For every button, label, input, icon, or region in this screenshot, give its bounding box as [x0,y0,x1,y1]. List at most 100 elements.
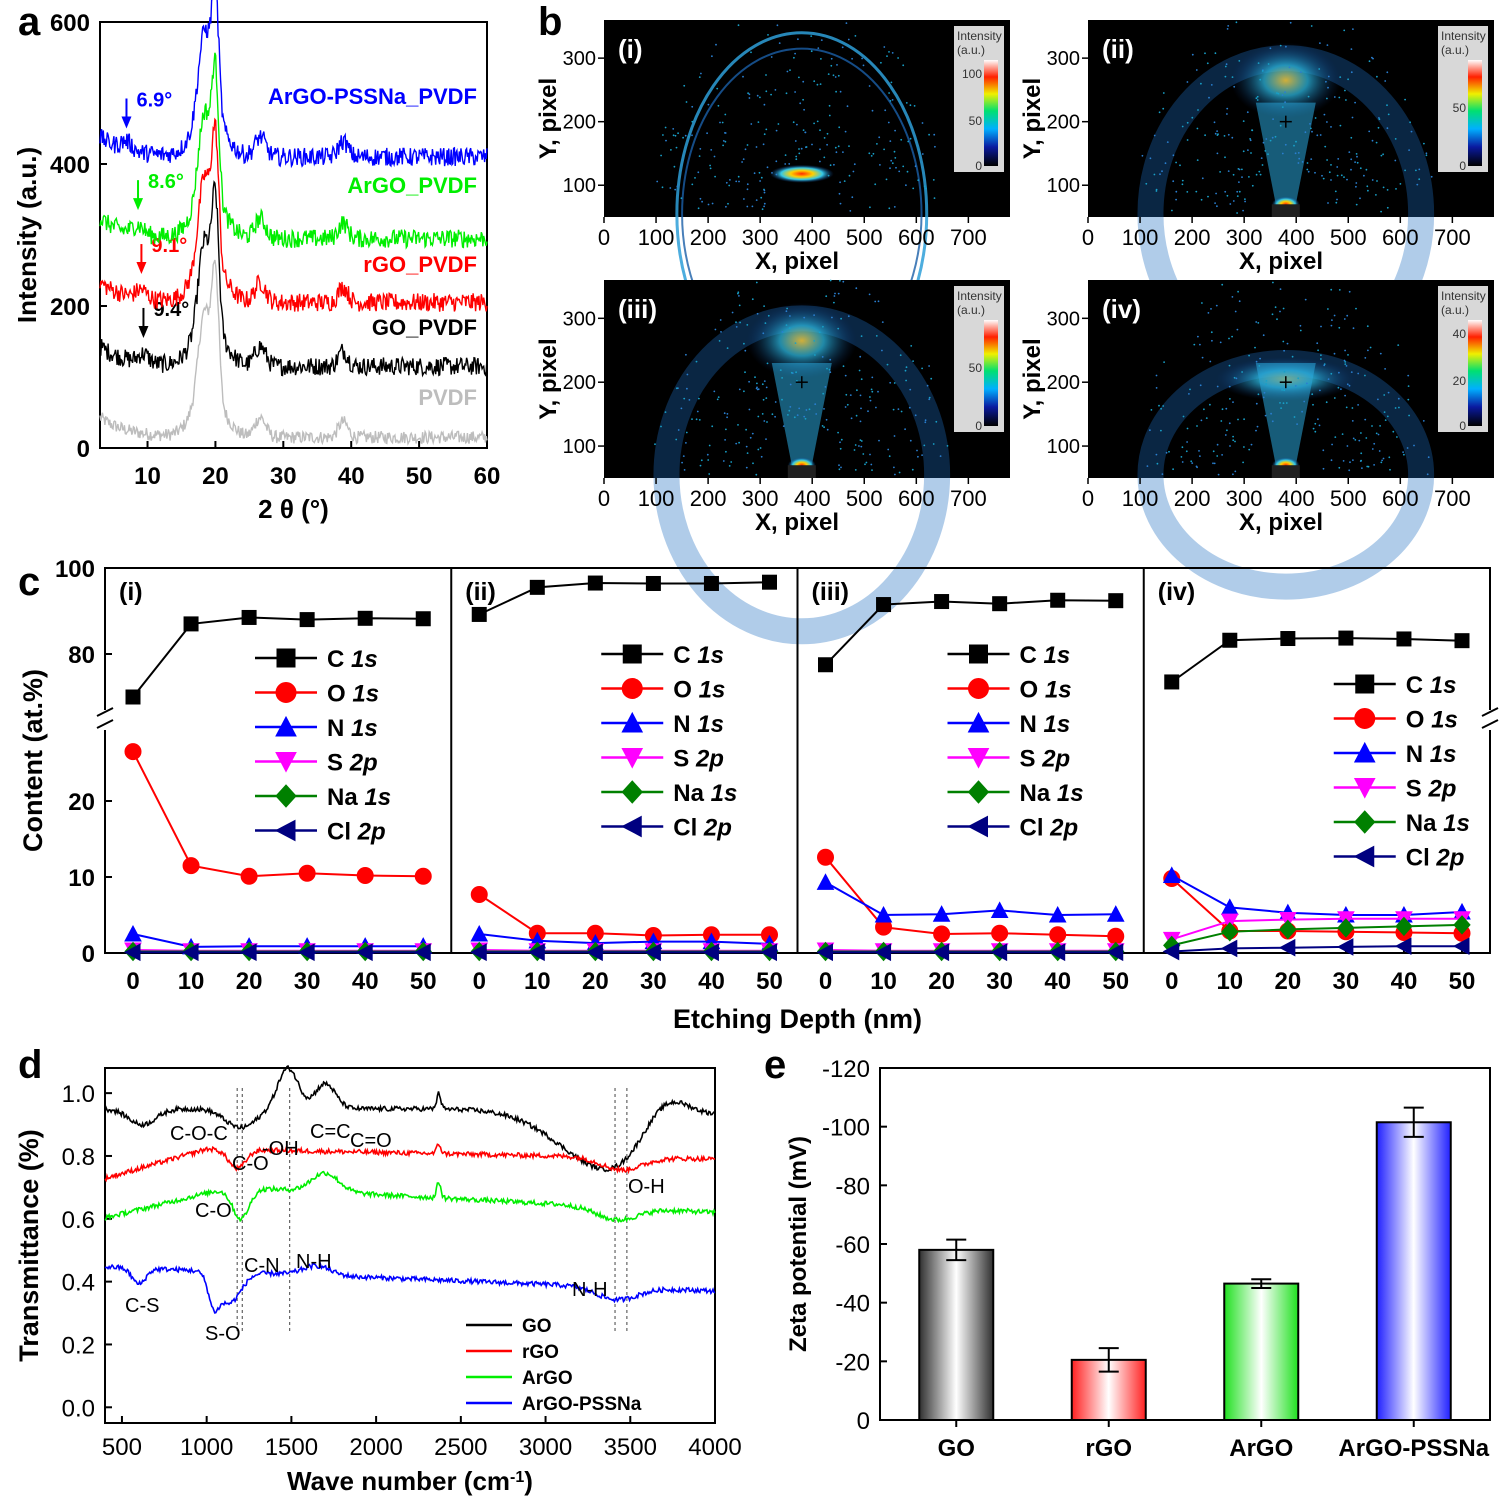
noise-dot [1235,377,1238,380]
noise-dot [677,132,679,135]
noise-dot [1203,408,1205,411]
noise-dot [1145,182,1148,185]
noise-dot [904,428,906,431]
noise-dot [1155,387,1158,389]
noise-dot [1410,130,1413,133]
noise-dot [1232,439,1235,442]
noise-dot [912,360,914,362]
noise-dot [781,331,784,333]
noise-dot [1211,339,1213,342]
peak-annotation: C-O [232,1153,269,1175]
x-axis-label-end: ) [524,1466,533,1496]
noise-dot [719,121,721,124]
noise-dot [1363,174,1365,177]
noise-dot [774,401,777,403]
noise-dot [701,200,703,203]
noise-dot [763,191,766,194]
noise-dot [1255,173,1258,176]
data-point-C [762,574,777,590]
noise-dot [1185,450,1188,453]
noise-dot [946,445,949,447]
noise-dot [810,50,813,53]
noise-dot [1186,427,1189,430]
noise-dot [933,133,936,136]
bar-ArGO [1223,1282,1300,1421]
noise-dot [745,428,747,431]
noise-dot [1338,96,1341,99]
noise-dot [685,101,688,103]
noise-dot [1219,171,1221,173]
noise-dot [1258,365,1261,367]
noise-dot [802,129,805,132]
noise-dot [1258,170,1261,173]
noise-dot [1162,107,1165,110]
noise-dot [835,90,837,93]
noise-dot [826,132,829,135]
noise-dot [1255,360,1258,363]
noise-dot [1241,168,1243,171]
noise-dot [1399,183,1402,185]
axis-break-mark [96,707,114,717]
noise-dot [1242,209,1244,212]
noise-dot [1227,133,1230,136]
legend-label: ArGO-PSSNa [522,1394,642,1415]
colorbar-unit: (a.u.) [957,303,985,317]
noise-dot [700,72,702,75]
series-line-C [478,581,770,616]
noise-dot [839,202,842,205]
noise-dot [1343,359,1346,362]
data-point-C [587,575,603,591]
noise-dot [910,345,913,347]
noise-dot [818,331,821,334]
noise-dot [1279,310,1281,313]
noise-dot [1216,385,1219,388]
noise-dot [1295,140,1297,143]
noise-dot [699,197,702,200]
noise-dot [1344,361,1347,363]
colorbar-title: Intensity [1441,289,1486,303]
ftir-line-rGO [104,1143,716,1183]
noise-dot [1186,441,1188,443]
noise-dot [786,70,789,73]
noise-dot [695,360,698,363]
noise-dot [907,140,910,143]
annotation-arrow-head [121,116,132,129]
noise-dot [726,413,729,415]
noise-dot [1408,414,1410,417]
noise-dot [844,374,847,377]
noise-dot [1216,455,1219,457]
noise-dot [1243,446,1245,448]
x-tick-label: 20 [1274,968,1301,995]
noise-dot [831,316,833,319]
noise-dot [1359,197,1361,200]
y-tick-label: 100 [563,436,596,458]
noise-dot [756,382,758,385]
noise-dot [1345,99,1347,101]
noise-dot [1251,129,1253,132]
noise-dot [829,164,832,167]
x-tick-label: GO [938,1435,975,1462]
noise-dot [756,94,759,97]
noise-dot [708,444,711,447]
noise-dot [1249,138,1251,140]
x-tick-label: 0 [598,225,610,250]
noise-dot [1210,331,1213,334]
noise-dot [1351,420,1354,422]
x-tick-label: 1500 [265,1434,318,1461]
noise-dot [789,315,791,317]
noise-dot [1262,396,1265,399]
noise-dot [1238,190,1241,193]
noise-dot [876,143,878,145]
noise-dot [1284,143,1287,146]
x-tick-label: 0 [819,968,832,995]
noise-dot [774,415,776,418]
noise-dot [775,173,778,176]
series-label: ArGO-PSSNa_PVDF [268,84,477,109]
noise-dot [808,408,811,411]
noise-dot [911,468,914,471]
noise-dot [1193,343,1196,346]
noise-dot [1336,174,1339,177]
noise-dot [1387,391,1390,394]
noise-dot [1294,385,1297,387]
data-point-N [816,873,835,890]
